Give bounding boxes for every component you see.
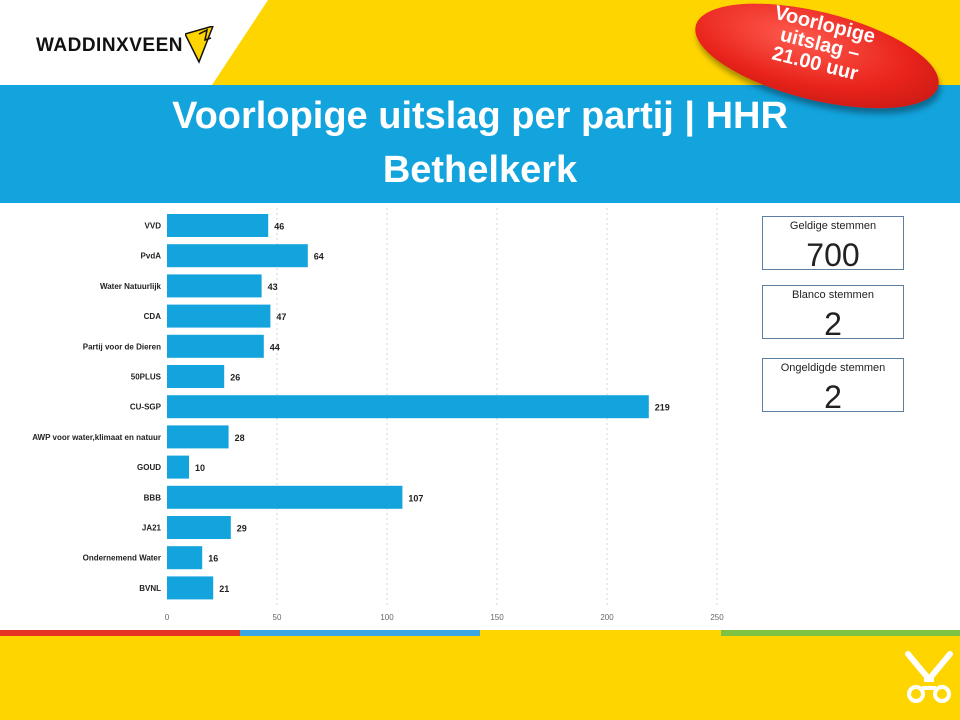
blank-votes-card: Blanco stemmen 2 — [762, 285, 904, 342]
category-label-8: GOUD — [137, 463, 161, 472]
header-area: WADDINXVEEN — [0, 0, 960, 85]
stripe-yellow — [480, 630, 721, 636]
category-label-4: Partij voor de Dieren — [83, 342, 161, 351]
data-label-11: 16 — [208, 554, 218, 564]
invalid-votes-label: Ongeldigde stemmen — [780, 362, 886, 374]
x-tick-label-2: 100 — [380, 613, 394, 622]
bar-10 — [167, 516, 231, 539]
bar-9 — [167, 485, 403, 509]
logo-text: WADDINXVEEN — [36, 35, 183, 56]
bar-6 — [167, 395, 649, 419]
stripe-red — [0, 630, 240, 636]
bar-7 — [167, 425, 229, 449]
category-label-11: Ondernemend Water — [83, 554, 161, 563]
category-label-9: BBB — [144, 493, 162, 502]
data-label-7: 28 — [235, 433, 245, 443]
data-label-12: 21 — [219, 584, 229, 594]
category-label-12: BVNL — [139, 584, 161, 593]
invalid-votes-value: 2 — [824, 379, 842, 415]
category-label-1: PvdA — [141, 252, 162, 261]
data-label-4: 44 — [270, 342, 280, 352]
x-tick-label-4: 200 — [600, 613, 614, 622]
data-label-2: 43 — [268, 282, 278, 292]
category-label-10: JA21 — [142, 524, 162, 533]
bar-11 — [167, 546, 203, 570]
x-tick-label-5: 250 — [710, 613, 724, 622]
category-label-7: AWP voor water,klimaat en natuur — [32, 433, 161, 442]
x-tick-label-0: 0 — [165, 613, 170, 622]
results-panel: 050100150200250300VVD46PvdA64Water Natuu… — [0, 203, 960, 630]
page-title: Voorlopige uitslag per partij | HHR — [172, 95, 788, 137]
municipality-logo: WADDINXVEEN — [36, 24, 215, 68]
valid-votes-label: Geldige stemmen — [789, 220, 877, 232]
x-tick-label-1: 50 — [273, 613, 282, 622]
data-label-6: 219 — [655, 403, 670, 413]
valid-votes-card: Geldige stemmen 700 — [762, 216, 904, 273]
data-label-10: 29 — [237, 524, 247, 534]
category-label-6: CU-SGP — [130, 403, 162, 412]
blank-votes-value: 2 — [824, 306, 842, 342]
category-label-0: VVD — [145, 222, 162, 231]
data-label-1: 64 — [314, 252, 324, 262]
bar-2 — [167, 274, 262, 298]
category-label-3: CDA — [144, 312, 162, 321]
category-label-5: 50PLUS — [131, 373, 162, 382]
title-banner: Voorlopige uitslag per partij | HHR Beth… — [0, 85, 960, 203]
page-subtitle: Bethelkerk — [382, 149, 578, 191]
data-label-5: 26 — [230, 373, 240, 383]
stripe-blue — [240, 630, 480, 636]
valid-votes-value: 700 — [806, 237, 860, 273]
bar-4 — [167, 334, 264, 358]
bar-3 — [167, 304, 271, 328]
data-label-9: 107 — [408, 493, 423, 503]
bar-0 — [167, 214, 269, 237]
stripe-green — [721, 630, 960, 636]
bar-12 — [167, 576, 214, 600]
logo-flag-icon — [184, 26, 214, 64]
data-label-8: 10 — [195, 463, 205, 473]
data-label-0: 46 — [274, 222, 284, 232]
party-results-chart: 050100150200250300VVD46PvdA64Water Natuu… — [32, 208, 724, 622]
invalid-votes-card: Ongeldigde stemmen 2 — [762, 358, 904, 415]
category-label-2: Water Natuurlijk — [100, 282, 162, 291]
blank-votes-label: Blanco stemmen — [792, 289, 874, 301]
header-shape — [0, 0, 268, 85]
bar-8 — [167, 455, 189, 479]
crossed-keys-emblem-icon — [905, 651, 953, 703]
bar-5 — [167, 365, 225, 388]
bar-1 — [167, 244, 308, 268]
data-label-3: 47 — [276, 312, 286, 322]
x-tick-label-3: 150 — [490, 613, 504, 622]
